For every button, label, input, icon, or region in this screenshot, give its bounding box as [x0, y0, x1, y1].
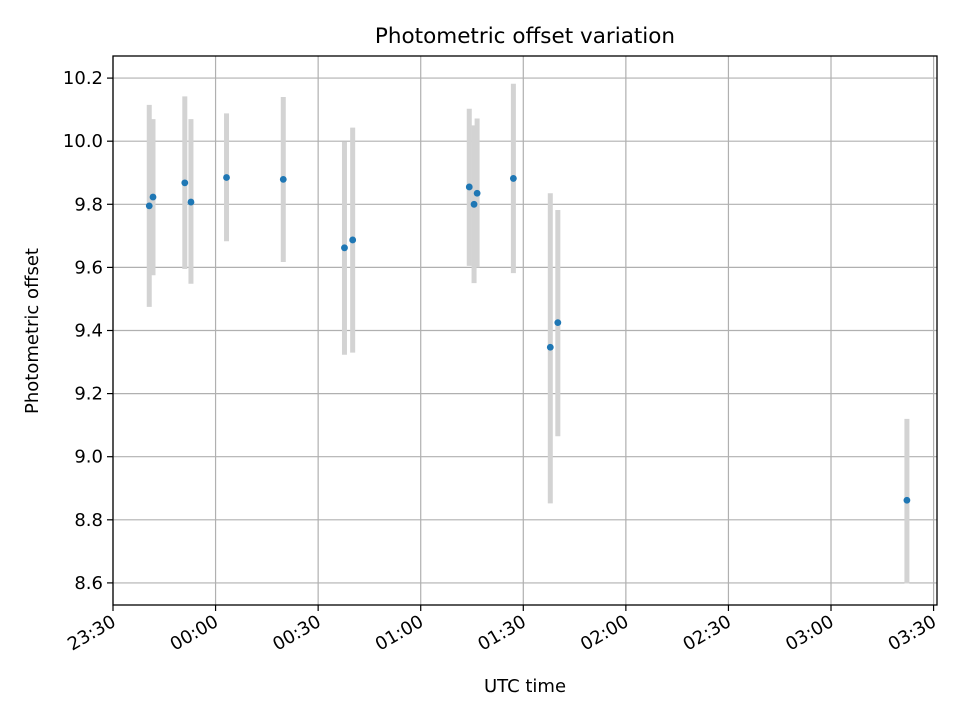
- errorbars: [146, 83, 910, 584]
- data-point: [149, 193, 157, 201]
- x-axis-label: UTC time: [484, 676, 566, 697]
- x-tick-label: 00:30: [269, 611, 324, 655]
- x-tick-label: 01:30: [474, 611, 529, 655]
- y-tick-label: 9.4: [74, 321, 103, 342]
- data-point: [349, 236, 357, 244]
- data-point: [554, 319, 562, 327]
- x-tick-label: 23:30: [64, 611, 119, 655]
- y-tick-label: 10.0: [63, 131, 103, 152]
- y-tick-label: 9.2: [74, 384, 103, 405]
- y-tick-label: 8.6: [74, 573, 103, 594]
- data-point: [473, 189, 481, 197]
- x-tick-label: 01:00: [372, 611, 427, 655]
- data-point: [509, 175, 517, 182]
- y-tick-label: 10.2: [63, 68, 103, 89]
- x-tick-label: 02:00: [577, 611, 632, 655]
- y-tick-label: 8.8: [74, 510, 103, 531]
- x-tick-label: 02:30: [680, 611, 735, 655]
- y-tick-label: 9.0: [74, 447, 103, 468]
- grid: [112, 56, 937, 605]
- data-point: [145, 202, 153, 210]
- data-point: [181, 179, 189, 187]
- chart-title: Photometric offset variation: [375, 24, 675, 49]
- y-axis: 8.6 8.8 9.0 9.2 9.4 9.6 9.8 10.0 10.2: [63, 68, 113, 594]
- data-points: [145, 174, 911, 504]
- data-point: [341, 244, 348, 252]
- x-tick-label: 00:00: [167, 611, 222, 655]
- x-tick-label: 03:30: [885, 611, 940, 655]
- x-axis: 23:30 00:00 00:30 01:00 01:30 02:00 02:30 03:00…: [64, 605, 940, 655]
- data-point: [279, 175, 287, 183]
- data-point: [903, 496, 911, 504]
- data-point: [546, 343, 554, 351]
- y-axis-label: Photometric offset: [22, 248, 43, 414]
- x-tick-label: 03:00: [782, 611, 837, 655]
- data-point: [187, 198, 195, 206]
- y-tick-label: 9.6: [74, 257, 103, 278]
- data-point: [465, 183, 473, 191]
- data-point: [223, 174, 230, 181]
- data-point: [470, 200, 478, 208]
- y-tick-label: 9.8: [74, 194, 103, 215]
